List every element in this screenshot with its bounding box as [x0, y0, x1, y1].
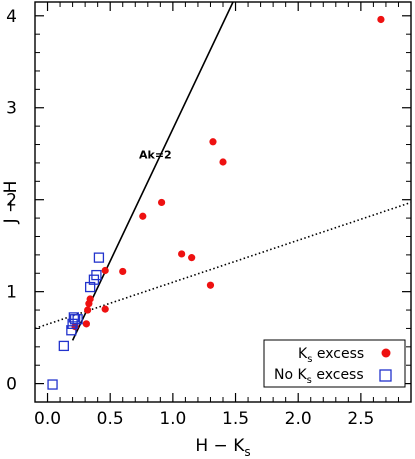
x-tick-label-1: 0.5 — [97, 409, 124, 429]
y-tick-label-3: 3 — [6, 99, 17, 119]
reddening-vector-line — [71, 2, 234, 341]
data-point-ks-excess-4 — [86, 295, 94, 303]
legend-box — [263, 339, 406, 388]
data-point-ks-excess-12 — [206, 281, 215, 289]
series-no-ks-excess — [47, 252, 105, 390]
legend-marker-ks-excess — [381, 348, 391, 358]
x-tick-label-2: 1.0 — [159, 409, 186, 429]
legend-marker-no-ks-excess — [379, 369, 392, 382]
series-ks-excess — [71, 15, 385, 331]
data-point-ks-excess-10 — [178, 250, 186, 258]
axis-ticks — [34, 2, 412, 402]
data-point-ks-excess-13 — [209, 138, 217, 146]
data-point-no-ks-excess-0 — [47, 379, 58, 390]
x-tick-label-4: 2.0 — [285, 409, 312, 429]
legend: Ks excess No Ks excess — [263, 339, 406, 388]
legend-no-ks-excess: No Ks excess — [274, 367, 364, 386]
legend-text-subscript: s — [307, 354, 312, 365]
ctts-locus-line — [35, 201, 411, 330]
legend-ks-excess: Ks excess — [298, 346, 364, 365]
legend-text-part: excess — [312, 346, 364, 362]
legend-text-subscript: s — [307, 375, 312, 386]
x-tick-label-3: 1.5 — [222, 409, 249, 429]
data-point-ks-excess-5 — [101, 305, 109, 313]
data-point-ks-excess-14 — [219, 158, 227, 166]
data-point-no-ks-excess-2 — [66, 325, 77, 336]
legend-text-part: excess — [312, 367, 364, 383]
data-point-no-ks-excess-10 — [93, 252, 105, 263]
legend-text-part: No K — [274, 367, 307, 383]
plot-area — [35, 2, 411, 390]
legend-text-part: K — [298, 346, 308, 362]
x-tick-labels: 0.0 0.5 1.0 1.5 2.0 2.5 — [34, 409, 374, 429]
y-tick-label-1: 1 — [6, 283, 17, 303]
data-point-no-ks-excess-1 — [58, 340, 69, 352]
data-point-no-ks-excess-7 — [84, 281, 96, 293]
x-tick-label-5: 2.5 — [347, 409, 374, 429]
y-tick-label-0: 0 — [6, 375, 17, 395]
plot-frame — [34, 1, 412, 403]
y-tick-label-2: 2 — [6, 191, 17, 211]
data-point-ks-excess-6 — [101, 266, 109, 275]
x-axis-label: H − Ks — [195, 436, 250, 459]
data-point-ks-excess-9 — [157, 198, 166, 207]
x-axis-label-subscript: s — [244, 445, 250, 459]
y-tick-label-4: 4 — [6, 7, 17, 27]
y-axis-label: J − H — [1, 181, 21, 225]
reddening-label: Ak=2 — [139, 148, 172, 161]
data-point-ks-excess-7 — [119, 267, 127, 276]
x-tick-label-0: 0.0 — [34, 409, 61, 429]
data-point-ks-excess-15 — [377, 15, 385, 24]
y-tick-labels: 0 1 2 3 4 — [6, 7, 17, 395]
data-point-ks-excess-1 — [82, 320, 90, 328]
data-point-ks-excess-2 — [84, 306, 92, 314]
x-axis-label-main: H − K — [195, 436, 245, 456]
data-point-ks-excess-8 — [139, 212, 147, 220]
data-point-no-ks-excess-4 — [68, 312, 80, 323]
data-point-ks-excess-11 — [188, 254, 196, 262]
data-point-no-ks-excess-9 — [91, 269, 102, 281]
data-point-no-ks-excess-6 — [72, 314, 83, 325]
